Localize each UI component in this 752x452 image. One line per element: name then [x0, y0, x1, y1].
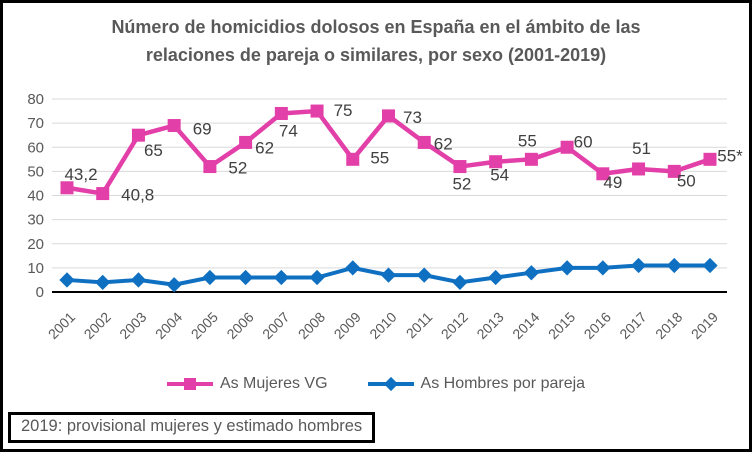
svg-text:40,8: 40,8: [121, 186, 154, 205]
svg-text:60: 60: [27, 139, 44, 156]
chart-legend: As Mujeres VG As Hombres por pareja: [0, 375, 752, 393]
svg-text:51: 51: [632, 139, 651, 158]
svg-text:60: 60: [574, 132, 593, 151]
svg-text:55*: 55*: [717, 146, 743, 165]
svg-text:70: 70: [27, 115, 44, 132]
svg-text:40: 40: [27, 188, 44, 205]
svg-text:0: 0: [36, 284, 44, 301]
legend-label-mujeres: As Mujeres VG: [219, 375, 328, 392]
svg-text:50: 50: [27, 163, 44, 180]
chart-title-line1: Número de homicidios dolosos en España e…: [111, 17, 641, 37]
svg-text:2001: 2001: [45, 309, 78, 342]
legend-item-mujeres: As Mujeres VG: [166, 375, 328, 393]
chart-title: Número de homicidios dolosos en España e…: [0, 13, 752, 69]
svg-text:74: 74: [279, 121, 298, 140]
footnote-box: 2019: provisional mujeres y estimado hom…: [8, 412, 376, 443]
svg-text:2017: 2017: [616, 309, 649, 342]
footnote-text: 2019: provisional mujeres y estimado hom…: [21, 417, 363, 435]
legend-label-hombres: As Hombres por pareja: [420, 375, 586, 392]
svg-text:2007: 2007: [259, 309, 292, 342]
svg-text:2004: 2004: [152, 309, 185, 342]
legend-item-hombres: As Hombres por pareja: [367, 375, 586, 393]
svg-text:75: 75: [334, 101, 353, 120]
svg-text:49: 49: [603, 173, 622, 192]
svg-text:80: 80: [27, 91, 44, 108]
svg-text:2015: 2015: [545, 309, 578, 342]
svg-text:2012: 2012: [438, 309, 471, 342]
svg-text:50: 50: [677, 171, 696, 190]
svg-text:43,2: 43,2: [64, 165, 97, 184]
svg-text:54: 54: [490, 166, 509, 185]
svg-text:2011: 2011: [403, 309, 436, 342]
svg-text:73: 73: [403, 108, 422, 127]
svg-text:55: 55: [518, 131, 537, 150]
svg-text:2006: 2006: [223, 309, 256, 342]
svg-text:52: 52: [452, 175, 471, 194]
svg-text:2008: 2008: [295, 309, 328, 342]
svg-text:20: 20: [27, 236, 44, 253]
chart-title-line2: relaciones de pareja o similares, por se…: [145, 45, 607, 65]
legend-square-marker-icon: [166, 377, 213, 391]
svg-text:10: 10: [27, 260, 44, 277]
svg-text:2005: 2005: [188, 309, 221, 342]
svg-text:30: 30: [27, 212, 44, 229]
svg-text:55: 55: [370, 148, 389, 167]
svg-text:2010: 2010: [366, 309, 399, 342]
svg-text:65: 65: [144, 141, 163, 160]
svg-text:2003: 2003: [116, 309, 149, 342]
svg-text:52: 52: [228, 159, 247, 178]
svg-text:2014: 2014: [509, 309, 542, 342]
svg-text:2019: 2019: [688, 309, 721, 342]
svg-text:2009: 2009: [331, 309, 364, 342]
svg-text:2016: 2016: [581, 309, 614, 342]
svg-text:2002: 2002: [80, 309, 113, 342]
svg-text:62: 62: [255, 138, 274, 157]
svg-text:2018: 2018: [652, 309, 685, 342]
svg-text:62: 62: [434, 134, 453, 153]
svg-text:2013: 2013: [473, 309, 506, 342]
legend-diamond-marker-icon: [367, 376, 414, 392]
svg-text:69: 69: [193, 120, 212, 139]
